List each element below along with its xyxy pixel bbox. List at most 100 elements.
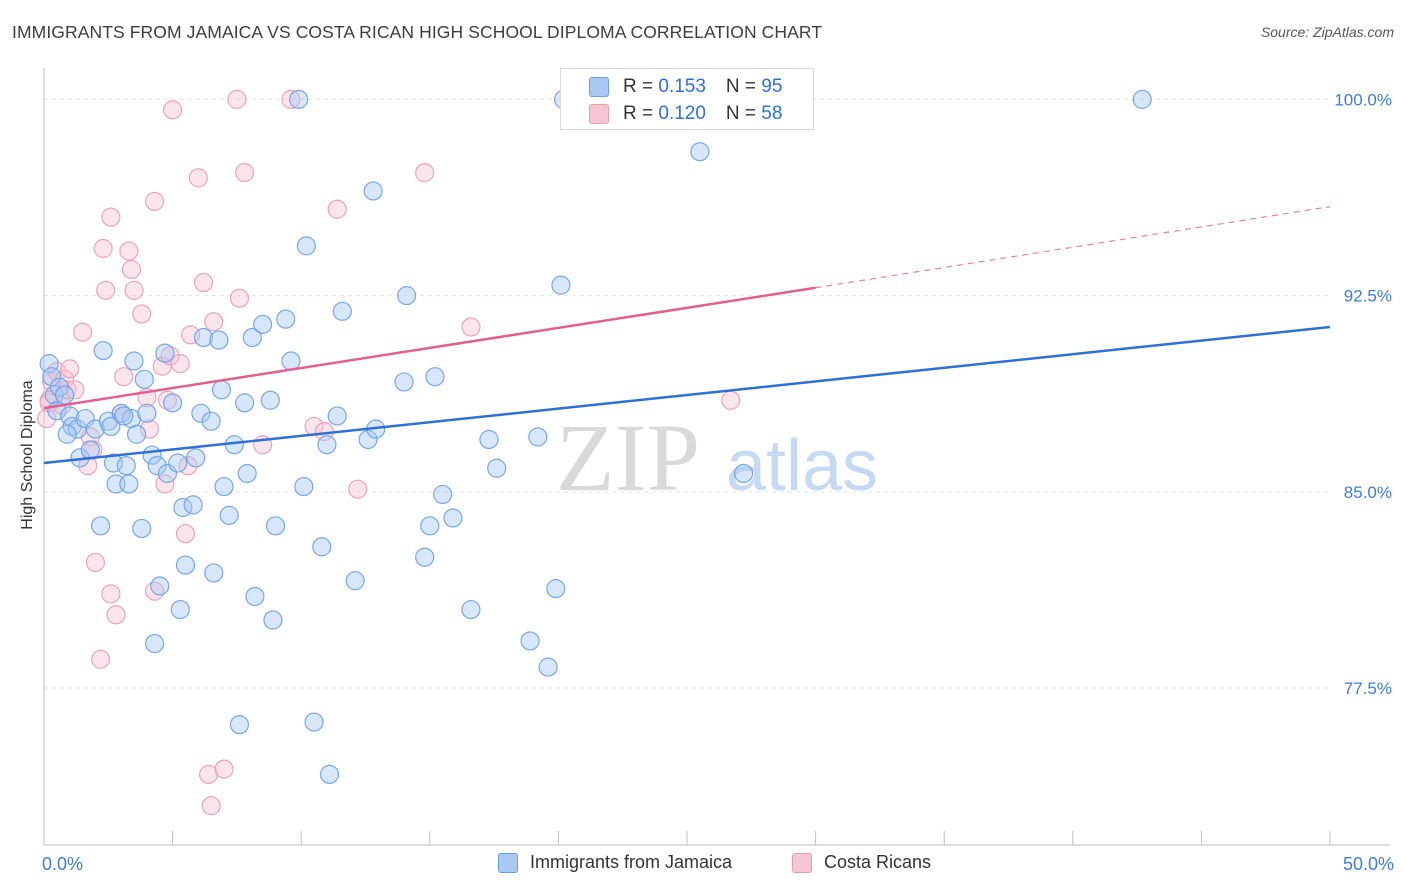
point-jamaica (289, 89, 309, 109)
point-jamaica (319, 764, 340, 784)
trend-lines (43, 206, 1331, 465)
point-costa-rica (144, 581, 165, 601)
point-jamaica (394, 372, 414, 392)
trend-line-costa-rica-extension (815, 206, 1331, 289)
point-costa-rica (60, 359, 80, 379)
watermark-zip: ZIP (556, 404, 700, 511)
point-jamaica (358, 429, 378, 450)
point-costa-rica (235, 163, 255, 183)
point-jamaica (90, 516, 111, 536)
point-costa-rica (201, 796, 221, 816)
point-jamaica (479, 429, 499, 450)
point-costa-rica (227, 89, 247, 109)
x-tick-label: 50.0% (1343, 854, 1394, 874)
point-jamaica (124, 351, 144, 371)
point-jamaica (144, 633, 165, 654)
point-jamaica (245, 586, 265, 607)
point-costa-rica (193, 272, 214, 293)
point-jamaica (134, 369, 154, 389)
point-jamaica (433, 484, 453, 505)
point-jamaica (114, 406, 134, 426)
point-costa-rica (124, 280, 144, 300)
point-jamaica (1132, 89, 1152, 109)
point-jamaica (214, 476, 234, 497)
y-tick-label: 92.5% (1344, 287, 1392, 306)
point-jamaica (332, 301, 352, 321)
point-jamaica (538, 657, 558, 677)
point-costa-rica (327, 199, 347, 219)
point-costa-rica (188, 168, 208, 188)
point-jamaica (163, 393, 183, 413)
legend-label-jamaica: Immigrants from Jamaica (530, 852, 733, 872)
point-jamaica (191, 403, 211, 423)
point-jamaica (237, 463, 257, 484)
point-jamaica (551, 275, 571, 295)
trend-line-costa-rica (43, 286, 816, 410)
point-jamaica (132, 518, 152, 539)
point-jamaica (150, 576, 170, 596)
watermark: ZIP atlas (556, 404, 878, 511)
point-costa-rica (93, 238, 113, 259)
point-jamaica (126, 424, 147, 444)
point-costa-rica (121, 259, 142, 280)
point-costa-rica (85, 552, 106, 573)
point-jamaica (137, 403, 157, 423)
legend-label-costa-rica: Costa Ricans (824, 852, 932, 872)
point-costa-rica (106, 605, 126, 625)
axes (43, 68, 1390, 846)
point-jamaica (487, 458, 507, 478)
point-jamaica (690, 142, 710, 162)
chart-title: IMMIGRANTS FROM JAMAICA VS COSTA RICAN H… (12, 22, 823, 42)
point-jamaica (157, 463, 178, 484)
point-jamaica (304, 712, 324, 732)
point-costa-rica (101, 207, 121, 227)
legend-item-costa-rica[interactable]: Costa Ricans (792, 852, 931, 873)
point-costa-rica (281, 89, 301, 109)
point-jamaica (397, 286, 417, 306)
legend-item-jamaica[interactable]: Immigrants from Jamaica (498, 852, 732, 873)
point-jamaica (528, 427, 548, 447)
point-costa-rica (57, 380, 77, 400)
n-value-costa-rica: 58 (761, 103, 783, 124)
point-jamaica (186, 448, 206, 468)
point-costa-rica (157, 390, 178, 410)
legend-swatch-costa-rica (589, 104, 609, 124)
point-costa-rica (175, 524, 196, 544)
point-costa-rica (119, 241, 139, 261)
point-jamaica (209, 330, 229, 350)
r-label: R = (623, 103, 659, 124)
legend-swatch-costa-rica (792, 852, 812, 873)
point-jamaica (57, 424, 77, 444)
point-costa-rica (461, 317, 481, 337)
gridlines (44, 98, 1330, 689)
legend-swatch-jamaica (589, 77, 609, 97)
y-tick-label: 77.5% (1344, 679, 1392, 698)
point-jamaica (116, 456, 136, 476)
point-jamaica (281, 351, 301, 371)
point-jamaica (312, 537, 332, 557)
point-jamaica (204, 563, 224, 583)
n-label: N = (725, 76, 762, 97)
point-costa-rica (132, 304, 152, 324)
n-value-jamaica: 95 (761, 76, 783, 97)
point-jamaica (242, 327, 262, 348)
point-jamaica (294, 476, 314, 497)
point-jamaica (42, 367, 62, 387)
point-costa-rica (90, 649, 111, 669)
point-jamaica (235, 393, 255, 413)
stats-row-costa-rica: R = 0.120 N = 58 (589, 101, 782, 127)
point-costa-rica (114, 367, 134, 387)
r-value-jamaica: 0.153 (658, 76, 706, 97)
point-jamaica (363, 181, 383, 201)
point-jamaica (415, 547, 435, 567)
point-costa-rica (348, 479, 368, 499)
point-jamaica (461, 599, 481, 620)
point-jamaica (733, 463, 754, 484)
point-jamaica (111, 403, 131, 423)
point-jamaica (276, 309, 296, 329)
point-costa-rica (170, 354, 190, 374)
stats-legend: R = 0.153 N = 95 R = 0.120 N = 58 (560, 68, 814, 130)
point-costa-rica (72, 322, 93, 342)
y-tick-label: 85.0% (1344, 483, 1392, 502)
